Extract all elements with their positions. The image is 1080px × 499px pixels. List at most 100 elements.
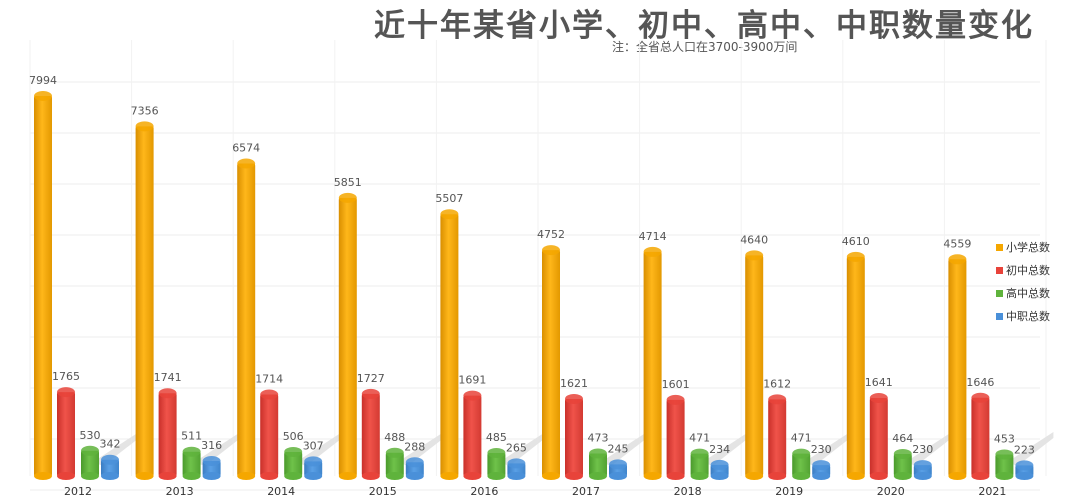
bar-top (135, 121, 154, 132)
bar-top (463, 390, 482, 401)
bar (869, 392, 888, 480)
bar (284, 446, 303, 480)
bar-top (792, 448, 811, 459)
data-label: 488 (384, 431, 405, 444)
legend-item: 小学总数 (996, 240, 1050, 254)
bar (405, 457, 424, 480)
legend-label: 中职总数 (1006, 309, 1050, 323)
data-label: 506 (283, 430, 304, 443)
bar-top (361, 388, 380, 399)
bar (768, 394, 787, 480)
bar-body (589, 453, 607, 476)
bar-top (768, 394, 787, 405)
gridlines (29, 40, 1047, 491)
category-label: 2017 (572, 485, 600, 498)
bar (57, 387, 75, 480)
data-label: 4559 (943, 237, 971, 250)
bar-top (385, 447, 404, 458)
bar-body (869, 397, 888, 476)
bar (463, 390, 482, 480)
chart-subtitle: 注：全省总人口在3700-3900万间 (612, 40, 798, 54)
legend-swatch (996, 313, 1003, 320)
bar (565, 393, 583, 480)
bar-bottom (948, 472, 967, 480)
bar-bottom (304, 472, 323, 480)
data-label: 7994 (29, 74, 57, 87)
bar-top (710, 459, 729, 470)
category-label: 2015 (369, 485, 397, 498)
bar-bottom (913, 472, 932, 480)
bar-bottom (846, 472, 865, 480)
bar-bottom (361, 472, 380, 480)
bar-body (440, 214, 459, 476)
data-label: 4610 (842, 235, 870, 248)
bar-body (948, 259, 967, 476)
bar-shadow (601, 432, 647, 466)
bar-bottom (710, 472, 729, 480)
data-label: 1612 (763, 377, 791, 390)
data-label: 342 (100, 438, 121, 451)
bar-body (565, 398, 583, 476)
bar (971, 392, 990, 480)
bar-bottom (182, 472, 201, 480)
bar (666, 394, 685, 480)
bar-top (182, 446, 201, 457)
category-label: 2016 (470, 485, 498, 498)
bar-bottom (463, 472, 482, 480)
bar-top (338, 192, 357, 203)
bar-body (385, 452, 404, 476)
data-label: 5851 (334, 176, 362, 189)
bar-body (643, 251, 662, 476)
bar (893, 448, 912, 480)
bar-body (792, 453, 811, 476)
bar-bottom (507, 472, 526, 480)
legend-label: 小学总数 (1006, 240, 1050, 254)
bar (101, 454, 119, 480)
bar-bottom (101, 472, 119, 480)
data-label: 1727 (357, 372, 385, 385)
legend-label: 初中总数 (1006, 263, 1050, 277)
bar-body (182, 451, 201, 476)
category-label: 2014 (267, 485, 295, 498)
bar-top (158, 388, 177, 399)
bar-top (542, 245, 560, 256)
bar-body (361, 393, 380, 476)
legend-item: 高中总数 (996, 286, 1050, 300)
bar-top (893, 448, 912, 459)
bar-bottom (666, 472, 685, 480)
bar-top (948, 254, 967, 265)
data-label: 307 (303, 439, 324, 452)
bar-body (745, 255, 764, 476)
bar-bottom (690, 472, 709, 480)
category-label: 2012 (64, 485, 92, 498)
bar-top (971, 392, 990, 403)
bar-bottom (440, 472, 459, 480)
bar-body (338, 197, 357, 476)
bar-body (542, 250, 560, 476)
bar-body (237, 163, 256, 477)
bar (487, 447, 506, 480)
bar (158, 388, 177, 480)
bar-bottom (487, 472, 506, 480)
bar-body (158, 393, 177, 476)
legend-swatch (996, 267, 1003, 274)
data-label: 5507 (435, 192, 463, 205)
bar-top (643, 246, 662, 257)
bar-body (487, 452, 506, 476)
data-label: 530 (80, 429, 101, 442)
bar (237, 158, 256, 480)
data-label: 464 (892, 432, 913, 445)
data-label: 4714 (639, 230, 667, 243)
bar-bottom (405, 472, 424, 480)
bar-bottom (202, 472, 221, 480)
data-label: 473 (588, 432, 609, 445)
bar-top (237, 158, 256, 169)
legend-item: 中职总数 (996, 309, 1050, 323)
bar-body (135, 126, 154, 476)
bar-bottom (237, 472, 256, 480)
data-label: 1641 (865, 376, 893, 389)
data-label: 316 (201, 439, 222, 452)
data-label: 6574 (232, 142, 260, 155)
